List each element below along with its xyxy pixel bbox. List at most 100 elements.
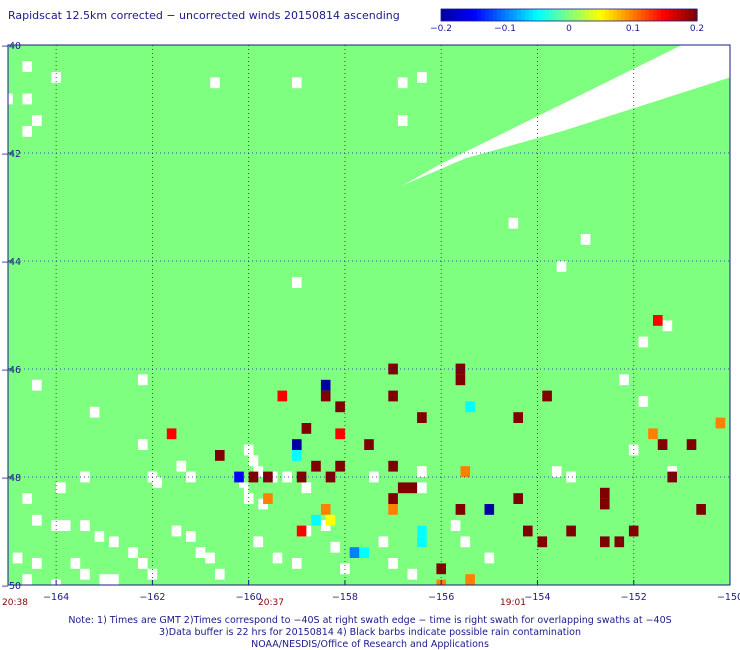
data-cell [484, 504, 495, 515]
plot-background [8, 45, 730, 585]
data-cell [388, 363, 398, 375]
data-cell [292, 439, 302, 450]
y-axis: −40 −42 −44 −46 −48 −50 [1, 41, 21, 592]
colorbar: −0.2 −0.1 0 0.1 0.2 [430, 8, 704, 34]
data-cell [325, 471, 336, 483]
colorbar-segment [637, 9, 642, 21]
no-data-cell [205, 552, 215, 564]
plot-frame [7, 44, 731, 586]
no-data-cell [128, 547, 138, 558]
no-data-cell [258, 498, 268, 510]
no-data-cell [551, 466, 562, 477]
x-tick-label: −152 [621, 592, 647, 603]
data-cell [686, 439, 697, 450]
chart-title: Rapidscat 12.5km corrected − uncorrected… [8, 9, 400, 22]
x-tick-label: −154 [524, 592, 550, 603]
x-tick-label: −156 [428, 592, 454, 603]
data-cell [566, 525, 576, 537]
no-data-cell [282, 471, 292, 483]
colorbar-segment [593, 9, 598, 21]
no-data-cell [450, 520, 461, 531]
colorbar-segment [657, 9, 662, 21]
data-cell [523, 525, 533, 537]
data-cell [364, 439, 374, 450]
no-data-cell [109, 574, 119, 585]
no-data-cell [484, 552, 495, 564]
colorbar-segment [501, 9, 506, 21]
data-cell [455, 374, 466, 386]
data-cell [349, 547, 360, 558]
no-data-cell [56, 482, 66, 494]
colorbar-segment [481, 9, 486, 21]
colorbar-frame [440, 8, 698, 22]
data-cell [653, 315, 663, 326]
data-cell [263, 471, 273, 483]
footer-note-1: Note: 1) Times are GMT 2)Times correspon… [68, 615, 672, 626]
time-label: 19:01 [500, 598, 526, 608]
data-cell [542, 471, 552, 483]
data-cell [600, 487, 610, 499]
no-data-cell [147, 568, 158, 580]
no-data-cell [253, 536, 264, 548]
colorbar-segment [581, 9, 586, 21]
grid-lines [8, 45, 730, 585]
colorbar-segment [541, 9, 546, 21]
colorbar-segment [445, 9, 450, 21]
colorbar-segment [669, 9, 674, 21]
no-data-cell [109, 536, 119, 548]
no-data-cell [22, 93, 32, 105]
no-data-cell [80, 520, 90, 531]
data-cell [628, 525, 639, 537]
colorbar-segment [545, 9, 550, 21]
data-cell [696, 504, 706, 515]
colorbar-segment [477, 9, 482, 21]
no-data-cell [292, 277, 302, 288]
no-data-cell [272, 552, 283, 564]
colorbar-segment [533, 9, 538, 21]
colorbar-segment [537, 9, 542, 21]
colorbar-segment [585, 9, 590, 21]
no-data-cell [407, 568, 418, 580]
no-data-cell [186, 531, 196, 542]
no-data-cell [60, 520, 71, 531]
colorbar-segment [609, 9, 614, 21]
colorbar-segment [605, 9, 610, 21]
y-tick-label: −44 [1, 257, 21, 268]
data-cell [166, 428, 177, 440]
no-data-cell [369, 471, 379, 483]
data-cell [417, 412, 427, 423]
no-data-cell [556, 261, 567, 272]
data-cell [407, 482, 418, 494]
data-cell [263, 493, 273, 504]
y-tick-label: −42 [1, 149, 21, 160]
colorbar-segment [629, 9, 634, 21]
colorbar-tick-label: −0.2 [430, 24, 452, 34]
colorbar-segment [589, 9, 594, 21]
no-data-cell [152, 477, 162, 488]
colorbar-segment [677, 9, 682, 21]
data-cell [296, 525, 307, 537]
data-cell [311, 460, 321, 472]
no-data-cell [301, 525, 312, 537]
colorbar-segment [601, 9, 606, 21]
colorbar-segment [673, 9, 678, 21]
data-cell [301, 423, 312, 434]
data-cells [166, 315, 726, 585]
data-cell [388, 493, 398, 504]
data-cell [417, 536, 427, 548]
colorbar-segment [505, 9, 510, 21]
data-cell [248, 471, 259, 483]
time-label: 20:37 [258, 598, 284, 608]
colorbar-segment [449, 9, 454, 21]
no-data-cell [248, 455, 259, 467]
colorbar-segment [597, 9, 602, 21]
x-tick-label: −162 [139, 592, 165, 603]
no-data-cell [397, 115, 408, 126]
colorbar-segment [661, 9, 666, 21]
data-cell [388, 390, 398, 402]
colorbar-segment [553, 9, 558, 21]
no-data-cell [210, 77, 220, 89]
colorbar-segment [633, 9, 638, 21]
no-data-cell [171, 525, 182, 537]
colorbar-segment [625, 9, 630, 21]
